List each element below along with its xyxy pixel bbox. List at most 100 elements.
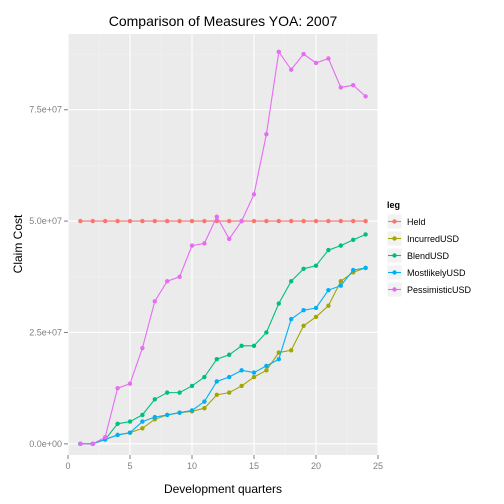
data-point-held: [251, 218, 257, 224]
data-point-pessimisticusd: [227, 236, 232, 242]
data-point-mostlikelyusd: [202, 399, 207, 404]
data-point-held: [363, 218, 368, 224]
legend-label-incurredusd: IncurredUSD: [407, 234, 460, 244]
data-point-mostlikelyusd: [115, 432, 120, 438]
data-point-blendusd: [214, 357, 219, 362]
data-point-pessimisticusd: [326, 56, 331, 61]
data-point-mostlikelyusd: [152, 414, 157, 420]
legend-title: leg: [387, 200, 400, 210]
x-tick-label: 20: [311, 461, 321, 471]
data-point-blendusd: [227, 352, 232, 357]
data-point-mostlikelyusd: [251, 370, 257, 375]
data-point-incurredusd: [276, 350, 281, 355]
data-point-incurredusd: [289, 348, 294, 353]
data-point-pessimisticusd: [338, 85, 343, 90]
data-point-blendusd: [363, 232, 368, 237]
data-point-incurredusd: [251, 374, 257, 380]
data-point-mostlikelyusd: [177, 410, 182, 415]
data-point-mostlikelyusd: [338, 283, 343, 288]
x-tick-label: 5: [127, 461, 132, 471]
data-point-incurredusd: [338, 279, 343, 284]
data-point-held: [289, 218, 294, 224]
data-point-pessimisticusd: [165, 279, 170, 284]
data-point-pessimisticusd: [140, 345, 145, 351]
data-point-blendusd: [264, 330, 269, 335]
data-point-held: [264, 218, 269, 224]
data-point-incurredusd: [301, 323, 306, 329]
legend-label-pessimisticusd: PessimisticUSD: [407, 285, 472, 295]
data-point-pessimisticusd: [313, 60, 319, 66]
legend-label-held: Held: [407, 217, 426, 227]
data-point-incurredusd: [227, 390, 232, 395]
data-point-pessimisticusd: [90, 441, 96, 447]
data-point-pessimisticusd: [264, 132, 269, 137]
legend-label-mostlikelyusd: MostlikelyUSD: [407, 268, 466, 278]
data-point-held: [78, 218, 83, 224]
data-point-held: [90, 218, 96, 224]
data-point-pessimisticusd: [351, 83, 356, 88]
x-tick-label: 15: [249, 461, 259, 471]
data-point-pessimisticusd: [202, 241, 207, 246]
data-point-mostlikelyusd: [351, 267, 356, 273]
data-point-held: [189, 218, 195, 224]
data-point-blendusd: [276, 301, 281, 306]
data-point-pessimisticusd: [289, 67, 294, 72]
data-point-pessimisticusd: [152, 299, 157, 304]
data-point-blendusd: [189, 383, 195, 389]
data-point-held: [165, 218, 170, 224]
data-point-mostlikelyusd: [189, 408, 195, 413]
data-point-blendusd: [301, 266, 306, 271]
data-point-held: [152, 218, 157, 224]
data-point-pessimisticusd: [189, 243, 195, 248]
data-point-held: [103, 218, 108, 224]
y-tick-label: 7.5e+07: [29, 105, 62, 115]
legend-key-point-pessimisticusd: [392, 287, 397, 292]
data-point-held: [313, 218, 319, 224]
legend-key-point-blendusd: [392, 253, 397, 258]
legend: leg Held IncurredUSD BlendUSD MostlikelyUSD…: [386, 200, 472, 298]
data-point-mostlikelyusd: [239, 368, 244, 373]
data-point-blendusd: [177, 390, 182, 395]
data-point-incurredusd: [326, 303, 331, 308]
data-point-held: [227, 218, 232, 224]
data-point-mostlikelyusd: [276, 357, 281, 362]
x-tick-label: 10: [187, 461, 197, 471]
data-point-mostlikelyusd: [313, 305, 319, 311]
y-tick-label: 0.0e+00: [29, 439, 62, 449]
data-point-blendusd: [202, 374, 207, 380]
legend-key-point-incurredusd: [392, 236, 397, 241]
data-point-mostlikelyusd: [127, 430, 133, 435]
data-point-pessimisticusd: [239, 218, 244, 224]
data-point-held: [140, 218, 145, 224]
data-point-pessimisticusd: [103, 434, 108, 440]
data-point-mostlikelyusd: [289, 316, 294, 322]
data-point-pessimisticusd: [301, 51, 306, 57]
data-point-pessimisticusd: [127, 381, 133, 386]
legend-label-blendusd: BlendUSD: [407, 251, 450, 261]
data-point-pessimisticusd: [363, 94, 368, 99]
series-lines: [78, 49, 368, 447]
data-point-blendusd: [326, 247, 331, 253]
legend-key-point-mostlikelyusd: [392, 270, 397, 275]
data-point-incurredusd: [264, 368, 269, 373]
data-point-mostlikelyusd: [214, 379, 219, 384]
chart-title: Comparison of Measures YOA: 2007: [109, 13, 338, 29]
data-point-blendusd: [127, 419, 133, 424]
data-point-mostlikelyusd: [140, 419, 145, 424]
data-point-held: [338, 218, 343, 224]
x-tick-label: 25: [373, 461, 383, 471]
data-point-mostlikelyusd: [363, 265, 368, 271]
data-point-pessimisticusd: [177, 274, 182, 279]
data-point-incurredusd: [313, 314, 319, 320]
data-point-held: [351, 218, 356, 224]
y-tick-label: 5.0e+07: [29, 216, 62, 226]
data-point-blendusd: [351, 237, 356, 243]
data-point-held: [326, 218, 331, 224]
data-point-mostlikelyusd: [264, 363, 269, 369]
data-point-held: [301, 218, 306, 224]
x-axis-title: Development quarters: [164, 482, 282, 496]
data-point-blendusd: [289, 279, 294, 284]
data-point-incurredusd: [239, 383, 244, 389]
